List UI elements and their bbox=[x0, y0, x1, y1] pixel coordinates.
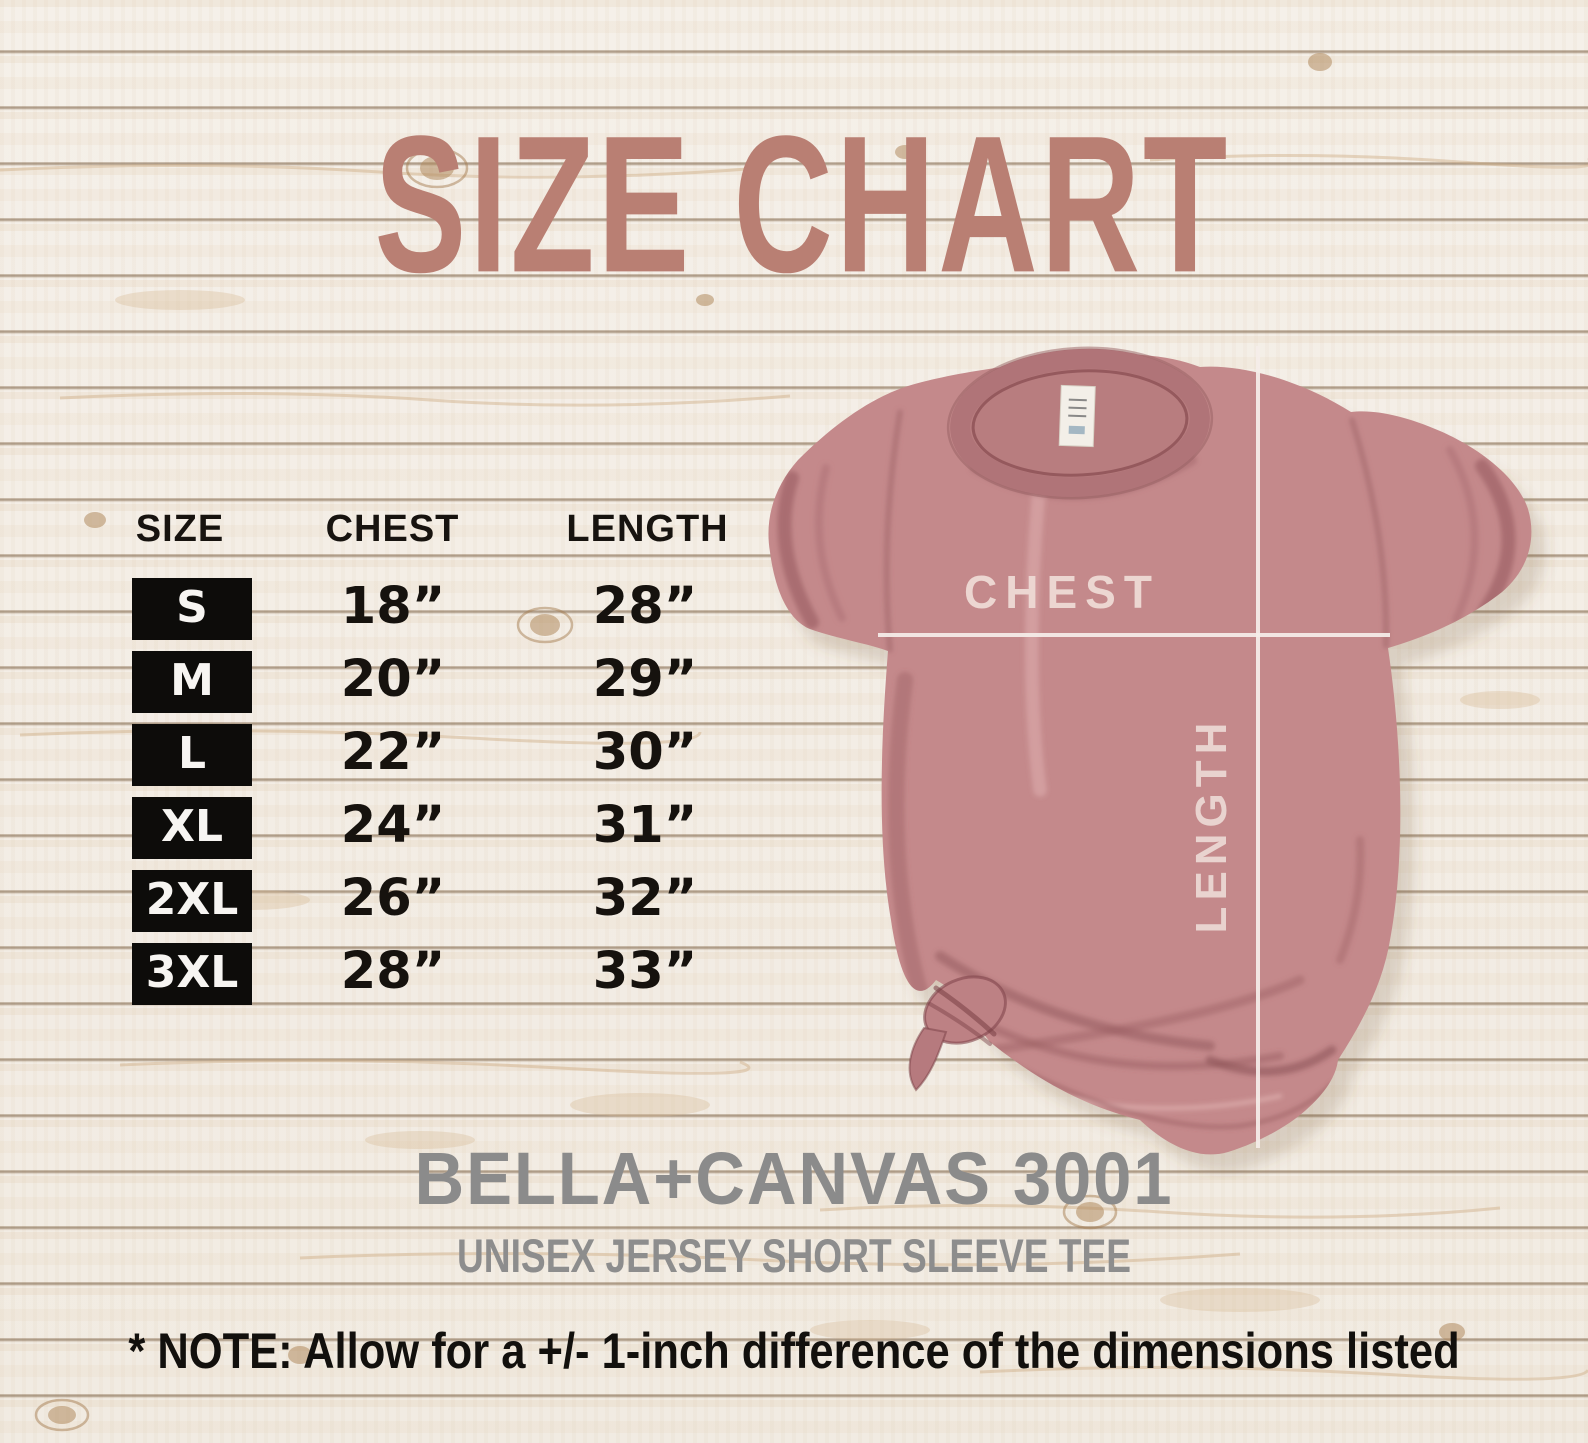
neck-tag bbox=[1058, 384, 1096, 448]
shirt-knot bbox=[908, 975, 1007, 1092]
column-header-length: LENGTH bbox=[566, 508, 729, 550]
chest-measure-label: CHEST bbox=[964, 566, 1160, 618]
tshirt-image: CHEST LENGTH bbox=[768, 346, 1546, 1173]
length-value: 33” bbox=[592, 942, 698, 1001]
product-description: UNISEX JERSEY SHORT SLEEVE TEE bbox=[456, 1229, 1132, 1282]
chest-value: 26” bbox=[340, 869, 446, 928]
size-label-m: M bbox=[132, 651, 252, 713]
page-title: SIZE CHART bbox=[374, 94, 1230, 313]
chest-value: 22” bbox=[340, 723, 446, 782]
size-label-s: S bbox=[132, 578, 252, 640]
column-header-size: SIZE bbox=[135, 508, 225, 550]
length-measure-label: LENGTH bbox=[1187, 717, 1236, 934]
length-value: 30” bbox=[592, 723, 698, 782]
chest-value: 20” bbox=[340, 650, 446, 709]
chest-value: 24” bbox=[340, 796, 446, 855]
chest-value: 28” bbox=[340, 942, 446, 1001]
product-name: BELLA+CANVAS 3001 bbox=[414, 1137, 1174, 1220]
length-value: 32” bbox=[592, 869, 698, 928]
length-value: 29” bbox=[592, 650, 698, 709]
chest-value: 18” bbox=[340, 577, 446, 636]
size-label-l: L bbox=[132, 724, 252, 786]
size-label-2xl: 2XL bbox=[132, 870, 252, 932]
column-header-chest: CHEST bbox=[325, 508, 460, 550]
size-label-3xl: 3XL bbox=[132, 943, 252, 1005]
length-value: 28” bbox=[592, 577, 698, 636]
note-text: * NOTE: Allow for a +/- 1-inch differenc… bbox=[128, 1323, 1460, 1379]
size-label-xl: XL bbox=[132, 797, 252, 859]
length-value: 31” bbox=[592, 796, 698, 855]
